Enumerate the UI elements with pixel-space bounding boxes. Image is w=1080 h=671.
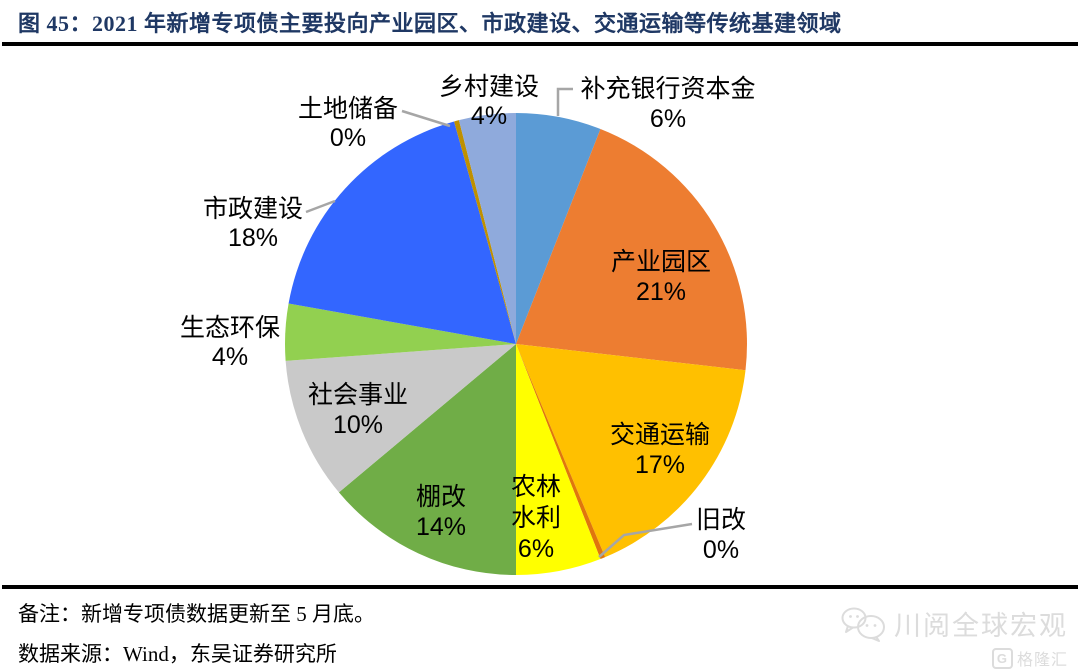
slice-label-industrial-park: 产业园区 bbox=[611, 248, 711, 276]
watermark-account: 川阅全球宏观 bbox=[808, 604, 1068, 643]
pie-slice-transportation bbox=[516, 344, 746, 558]
title-divider bbox=[2, 42, 1078, 46]
note-remark: 备注：新增专项债数据更新至 5 月底。 bbox=[18, 602, 375, 626]
slice-label-social-programs: 10% bbox=[333, 411, 383, 439]
leader-line-land-reserve bbox=[401, 109, 451, 128]
pie-slice-bank-capital bbox=[516, 113, 601, 344]
slice-label-old-renovation: 0% bbox=[703, 536, 739, 564]
slice-label-agriculture-water: 水利 bbox=[511, 504, 561, 532]
slice-label-transportation: 17% bbox=[635, 451, 685, 479]
pie-slice-social-programs bbox=[285, 344, 516, 493]
leader-line-old-renovation bbox=[598, 522, 693, 558]
slice-label-shantytown-renovation: 棚改 bbox=[416, 483, 466, 511]
footnotes: 备注：新增专项债数据更新至 5 月底。 数据来源：Wind，东吴证券研究所 bbox=[18, 594, 375, 671]
leader-line-municipal-construction bbox=[305, 199, 336, 214]
slice-label-rural-construction: 乡村建设 bbox=[439, 73, 539, 101]
slice-label-municipal-construction: 18% bbox=[228, 224, 278, 252]
slice-label-eco-environment: 4% bbox=[212, 343, 248, 371]
slice-label-shantytown-renovation: 14% bbox=[416, 513, 466, 541]
footer-divider bbox=[2, 585, 1078, 589]
gelonghui-logo: G 格隆汇 bbox=[808, 646, 1068, 670]
gelonghui-name: 格隆汇 bbox=[1016, 652, 1068, 669]
slice-label-bank-capital: 6% bbox=[650, 105, 686, 133]
slice-label-rural-construction: 4% bbox=[471, 102, 507, 130]
slice-label-transportation: 交通运输 bbox=[610, 421, 710, 449]
wechat-bubbles-icon bbox=[841, 607, 885, 642]
slice-label-eco-environment: 生态环保 bbox=[180, 314, 280, 342]
slice-label-land-reserve: 土地储备 bbox=[298, 95, 398, 123]
slice-label-land-reserve: 0% bbox=[330, 124, 366, 152]
watermark: 川阅全球宏观 G 格隆汇 bbox=[808, 604, 1068, 670]
slice-label-municipal-construction: 市政建设 bbox=[203, 195, 303, 223]
pie-slice-old-renovation bbox=[516, 344, 606, 559]
slice-label-old-renovation: 旧改 bbox=[696, 506, 746, 534]
pie-slice-rural-construction bbox=[458, 113, 516, 344]
pie-slice-land-reserve bbox=[454, 120, 516, 344]
slice-label-agriculture-water: 6% bbox=[518, 535, 554, 563]
slice-label-social-programs: 社会事业 bbox=[308, 381, 408, 409]
pie-slice-shantytown-renovation bbox=[338, 344, 516, 575]
slice-label-bank-capital: 补充银行资本金 bbox=[580, 75, 755, 103]
gelonghui-g-icon: G bbox=[991, 647, 1013, 669]
pie-slice-industrial-park bbox=[516, 129, 747, 371]
leader-line-bank-capital bbox=[556, 87, 573, 116]
note-source: 数据来源：Wind，东吴证券研究所 bbox=[18, 642, 337, 666]
pie-slice-eco-environment bbox=[284, 303, 516, 361]
pie-slice-agriculture-water bbox=[516, 344, 601, 575]
slice-label-agriculture-water: 农林 bbox=[511, 473, 561, 501]
watermark-account-name: 川阅全球宏观 bbox=[894, 611, 1068, 641]
pie-slice-municipal-construction bbox=[288, 121, 516, 345]
slice-label-industrial-park: 21% bbox=[636, 278, 686, 306]
page-title: 图 45：2021 年新增专项债主要投向产业园区、市政建设、交通运输等传统基建领… bbox=[18, 11, 842, 36]
